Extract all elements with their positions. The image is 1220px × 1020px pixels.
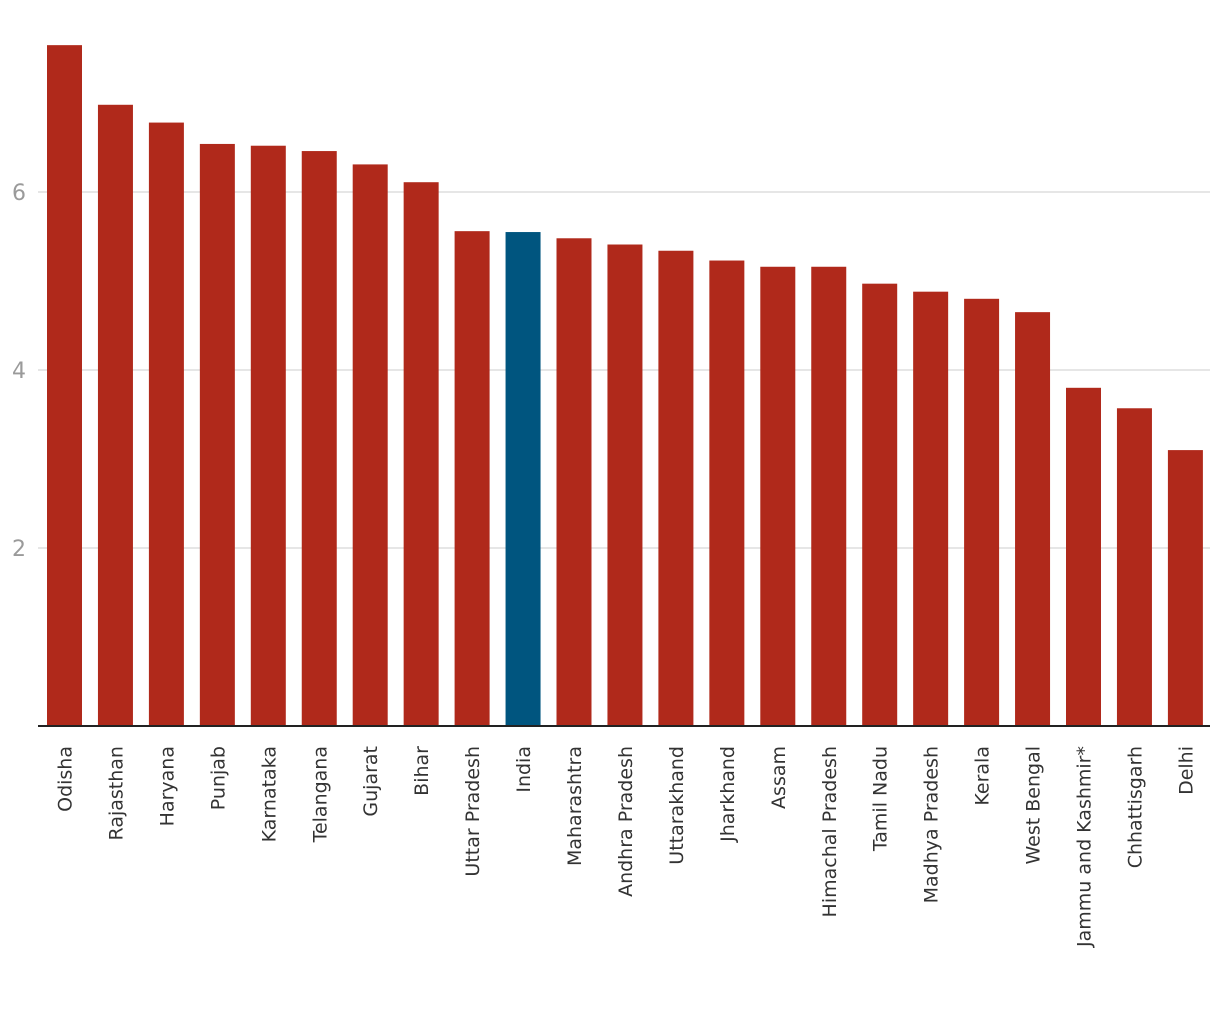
bar-assam xyxy=(760,266,796,726)
y-tick-label-6: 6 xyxy=(12,181,26,206)
x-tick-label-delhi: Delhi xyxy=(1175,746,1197,795)
x-tick-label-bihar: Bihar xyxy=(411,746,433,796)
bar-uttar-pradesh xyxy=(454,231,490,726)
x-tick-label-telangana: Telangana xyxy=(309,746,331,843)
x-tick-label-andhra-pradesh: Andhra Pradesh xyxy=(615,746,637,897)
y-tick-label-4: 4 xyxy=(12,359,26,384)
bar-karnataka xyxy=(250,145,286,727)
x-tick-label-gujarat: Gujarat xyxy=(360,746,382,817)
y-tick-label-2: 2 xyxy=(12,537,26,562)
x-tick-label-tamil-nadu: Tamil Nadu xyxy=(870,746,892,852)
bar-chhattisgarh xyxy=(1116,408,1152,726)
x-tick-label-chhattisgarh: Chhattisgarh xyxy=(1124,746,1146,868)
x-tick-label-maharashtra: Maharashtra xyxy=(564,746,586,866)
x-tick-label-rajasthan: Rajasthan xyxy=(105,746,127,840)
x-tick-label-kerala: Kerala xyxy=(972,746,994,806)
bar-india xyxy=(505,232,541,727)
x-tick-label-west-bengal: West Bengal xyxy=(1023,746,1045,865)
bars xyxy=(47,45,1203,727)
bar-maharashtra xyxy=(556,238,592,726)
bar-rajasthan xyxy=(97,104,133,726)
x-axis-labels: Odisha Rajasthan Haryana Punjab Karnataka Tel… xyxy=(55,746,1198,948)
bar-punjab xyxy=(199,143,235,726)
x-tick-label-karnataka: Karnataka xyxy=(258,746,280,842)
bar-telangana xyxy=(301,151,337,726)
bar-uttarakhand xyxy=(658,250,694,727)
bar-odisha xyxy=(47,45,82,726)
bar-gujarat xyxy=(352,164,388,726)
x-tick-label-madhya-pradesh: Madhya Pradesh xyxy=(921,746,943,903)
x-tick-label-himachal-pradesh: Himachal Pradesh xyxy=(819,746,841,917)
y-axis-ticks: 2 4 6 xyxy=(12,181,26,562)
x-tick-label-assam: Assam xyxy=(768,746,790,809)
bar-tamil-nadu xyxy=(862,283,898,726)
bar-himachal-pradesh xyxy=(811,266,847,726)
bar-west-bengal xyxy=(1015,312,1051,726)
x-tick-label-jammu-and-kashmir: Jammu and Kashmir* xyxy=(1074,746,1096,948)
x-tick-label-haryana: Haryana xyxy=(156,746,178,826)
x-tick-label-odisha: Odisha xyxy=(55,746,77,812)
x-tick-label-punjab: Punjab xyxy=(207,746,229,810)
bar-madhya-pradesh xyxy=(913,291,949,726)
bar-kerala xyxy=(964,298,1000,726)
bar-jammu-and-kashmir xyxy=(1066,387,1101,726)
x-tick-label-india: India xyxy=(513,746,535,793)
bar-jharkhand xyxy=(709,260,745,726)
bar-andhra-pradesh xyxy=(607,244,643,726)
bar-delhi xyxy=(1167,450,1203,726)
x-tick-label-uttar-pradesh: Uttar Pradesh xyxy=(462,746,484,877)
bar-haryana xyxy=(148,122,184,726)
x-tick-label-jharkhand: Jharkhand xyxy=(717,746,739,843)
x-tick-label-uttarakhand: Uttarakhand xyxy=(666,746,688,865)
bar-bihar xyxy=(403,182,439,726)
